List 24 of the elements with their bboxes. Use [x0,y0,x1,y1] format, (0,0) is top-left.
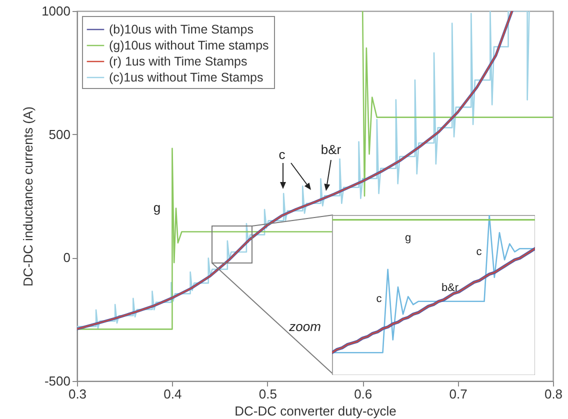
legend-label: (c)1us without Time Stamps [109,70,264,84]
annotation: c [278,147,286,162]
x-tick-label: 0.5 [258,386,277,402]
y-tick-label: 500 [48,126,70,142]
y-tick-label: 1000 [42,4,70,18]
legend-label: (b)10us with Time Stamps [109,22,254,36]
x-tick-label: 0.7 [449,386,468,402]
y-tick-label: 0 [63,250,70,266]
y-tick-label: -500 [44,374,70,388]
annotation: zoom [288,319,322,334]
legend-label: (r) 1us with Time Stamps [109,54,248,68]
annotation: g [404,232,412,244]
annotation: b&r [441,282,459,294]
annotation: c [376,293,382,305]
x-tick-label: 0.6 [354,386,372,402]
annotation: c [476,246,482,258]
y-axis-title: DC-DC inductance currents (A) [20,106,36,286]
legend-label: (g)10us without Time stamps [109,38,269,52]
annotation: b&r [320,142,342,157]
x-axis-title: DC-DC converter duty-cycle [234,404,396,418]
annotation: g [153,200,161,215]
x-tick-label: 0.4 [164,386,182,402]
x-tick-label: 0.3 [68,386,87,402]
x-tick-label: 0.8 [544,386,563,402]
